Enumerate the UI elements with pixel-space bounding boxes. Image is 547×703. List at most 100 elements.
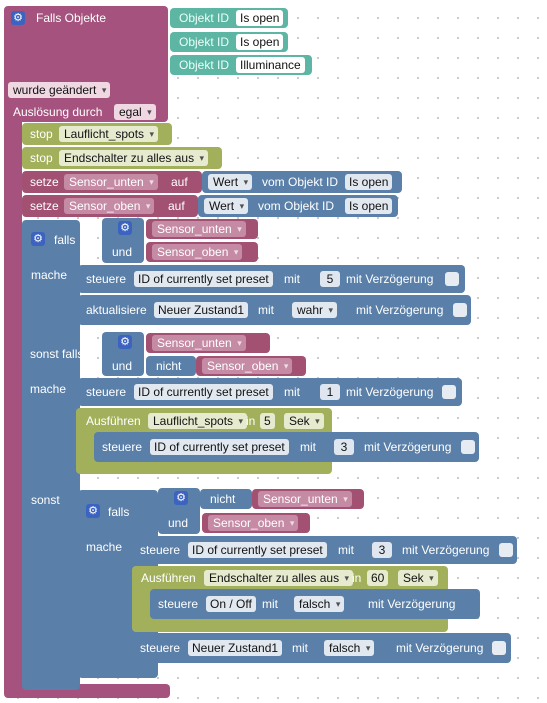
exec-label: Ausführen (141, 571, 196, 585)
control-label: steuere (86, 385, 127, 399)
stop-timer-dropdown[interactable]: Endschalter zu alles aus (59, 150, 209, 166)
control-block[interactable]: steuere ID of currently set preset mit 3… (94, 432, 479, 462)
value-input[interactable]: 5 (320, 271, 340, 287)
var-block[interactable]: Sensor_unten (146, 219, 258, 239)
object-id-field[interactable]: Neuer Zustand1 (188, 640, 283, 656)
var-block[interactable]: Sensor_oben (146, 242, 258, 262)
delay-checkbox[interactable] (442, 385, 456, 399)
get-value-block-2[interactable]: Wert vom Objekt ID Is open (198, 195, 398, 217)
gear-icon[interactable]: ⚙ (11, 11, 25, 25)
variable-dropdown[interactable]: Sensor_unten (152, 221, 246, 237)
unit-dropdown[interactable]: Sek (398, 570, 438, 586)
stop-label: stop (30, 127, 53, 141)
control-block[interactable]: steuere ID of currently set preset mit 5… (78, 265, 465, 293)
object-id-value[interactable]: Is open (345, 198, 393, 214)
boolean-dropdown[interactable]: falsch (294, 596, 345, 612)
not-label: nicht (210, 492, 236, 506)
control-block[interactable]: steuere On / Off mit falsch mit Verzöger… (150, 589, 480, 619)
timer-name-dropdown[interactable]: Lauflicht_spots (148, 413, 248, 429)
attribute-dropdown[interactable]: Wert (204, 198, 249, 214)
gear-icon[interactable]: ⚙ (31, 232, 45, 246)
set-variable-dropdown[interactable]: Sensor_oben (64, 198, 155, 214)
object-id-value[interactable]: Illuminance (236, 57, 305, 73)
changed-dropdown[interactable]: wurde geändert (8, 82, 111, 98)
with-label: mit (284, 272, 300, 286)
delay-value-input[interactable]: 5 (260, 413, 275, 429)
not-block[interactable]: nicht (200, 489, 252, 509)
variable-dropdown[interactable]: Sensor_unten (152, 335, 246, 351)
update-block[interactable]: aktualisiere Neuer Zustand1 mit wahr mit… (78, 295, 471, 325)
object-id-field[interactable]: On / Off (206, 596, 256, 612)
get-value-block-1[interactable]: Wert vom Objekt ID Is open (202, 171, 402, 193)
object-id-field[interactable]: ID of currently set preset (134, 271, 273, 287)
set-block-2[interactable]: setze Sensor_oben auf (22, 195, 198, 217)
variable-dropdown[interactable]: Sensor_oben (202, 358, 293, 374)
delay-checkbox[interactable] (453, 303, 467, 317)
var-block[interactable]: Sensor_unten (146, 333, 270, 353)
stop-timer-dropdown[interactable]: Lauflicht_spots (59, 126, 159, 142)
delay-label: mit Verzögerung (396, 641, 484, 655)
object-id-block-3[interactable]: Objekt ID Illuminance (170, 55, 312, 75)
boolean-dropdown[interactable]: wahr (292, 302, 338, 318)
stop-block-1[interactable]: stop Lauflicht_spots (22, 123, 172, 145)
object-id-value[interactable]: Is open (345, 174, 393, 190)
var-block[interactable]: Sensor_unten (252, 489, 364, 509)
do-label: mache (30, 382, 67, 396)
object-id-field[interactable]: ID of currently set preset (188, 542, 327, 558)
boolean-dropdown[interactable]: falsch (324, 640, 375, 656)
control-block[interactable]: steuere ID of currently set preset mit 1… (78, 378, 462, 406)
if-label: falls (108, 505, 130, 519)
object-id-field[interactable]: Neuer Zustand1 (154, 302, 249, 318)
and-block-2[interactable]: und (102, 332, 144, 376)
control-label: steuere (140, 543, 181, 557)
object-id-field[interactable]: ID of currently set preset (134, 384, 273, 400)
object-id-block-1[interactable]: Objekt ID Is open (170, 8, 288, 28)
set-variable-dropdown[interactable]: Sensor_unten (64, 174, 158, 190)
delay-checkbox[interactable] (492, 641, 506, 655)
delay-label: mit Verzögerung (402, 543, 490, 557)
variable-dropdown[interactable]: Sensor_oben (152, 244, 243, 260)
timer-name-dropdown[interactable]: Endschalter zu alles aus (204, 570, 354, 586)
trigger-block[interactable] (4, 6, 168, 122)
delay-label: mit Verzögerung (346, 272, 434, 286)
object-id-field[interactable]: ID of currently set preset (150, 439, 289, 455)
control-block[interactable]: steuere ID of currently set preset mit 3… (132, 536, 517, 564)
not-block[interactable]: nicht (146, 356, 196, 376)
gear-icon[interactable]: ⚙ (86, 504, 100, 518)
control-block[interactable]: steuere Neuer Zustand1 mit falsch mit Ve… (132, 633, 511, 663)
value-input[interactable]: 3 (372, 542, 392, 558)
delay-value-input[interactable]: 60 (367, 570, 389, 586)
object-id-label: Objekt ID (179, 58, 230, 72)
delay-checkbox[interactable] (499, 543, 513, 557)
if-label: falls (54, 233, 76, 247)
and-label: und (112, 359, 133, 373)
with-label: mit (262, 597, 278, 611)
value-input[interactable]: 1 (320, 384, 340, 400)
do-label: mache (31, 268, 68, 282)
gear-icon[interactable]: ⚙ (118, 221, 132, 235)
with-label: mit (300, 440, 316, 454)
stop-block-2[interactable]: stop Endschalter zu alles aus (22, 147, 222, 169)
if-block[interactable] (22, 220, 80, 690)
delay-checkbox[interactable] (461, 440, 475, 454)
variable-dropdown[interactable]: Sensor_oben (208, 515, 299, 531)
object-id-value[interactable]: Is open (236, 10, 284, 26)
delay-checkbox[interactable] (445, 272, 459, 286)
trigger-by-dropdown[interactable]: egal (114, 104, 156, 120)
gear-icon[interactable]: ⚙ (118, 335, 132, 349)
object-id-value[interactable]: Is open (236, 34, 284, 50)
set-block-1[interactable]: setze Sensor_unten auf (22, 171, 202, 193)
attribute-dropdown[interactable]: Wert (208, 174, 253, 190)
in-label: in (246, 414, 256, 428)
var-block[interactable]: Sensor_oben (196, 356, 306, 376)
gear-icon[interactable]: ⚙ (174, 491, 188, 505)
var-block[interactable]: Sensor_oben (202, 513, 310, 533)
variable-dropdown[interactable]: Sensor_unten (258, 491, 352, 507)
object-id-block-2[interactable]: Objekt ID Is open (170, 32, 288, 52)
with-label: mit (292, 641, 308, 655)
delay-label: mit Verzögerung (346, 385, 434, 399)
value-input[interactable]: 3 (334, 439, 354, 455)
unit-dropdown[interactable]: Sek (284, 413, 324, 429)
trigger-block-spine (4, 100, 22, 696)
elseif-label: sonst falls (30, 347, 84, 361)
